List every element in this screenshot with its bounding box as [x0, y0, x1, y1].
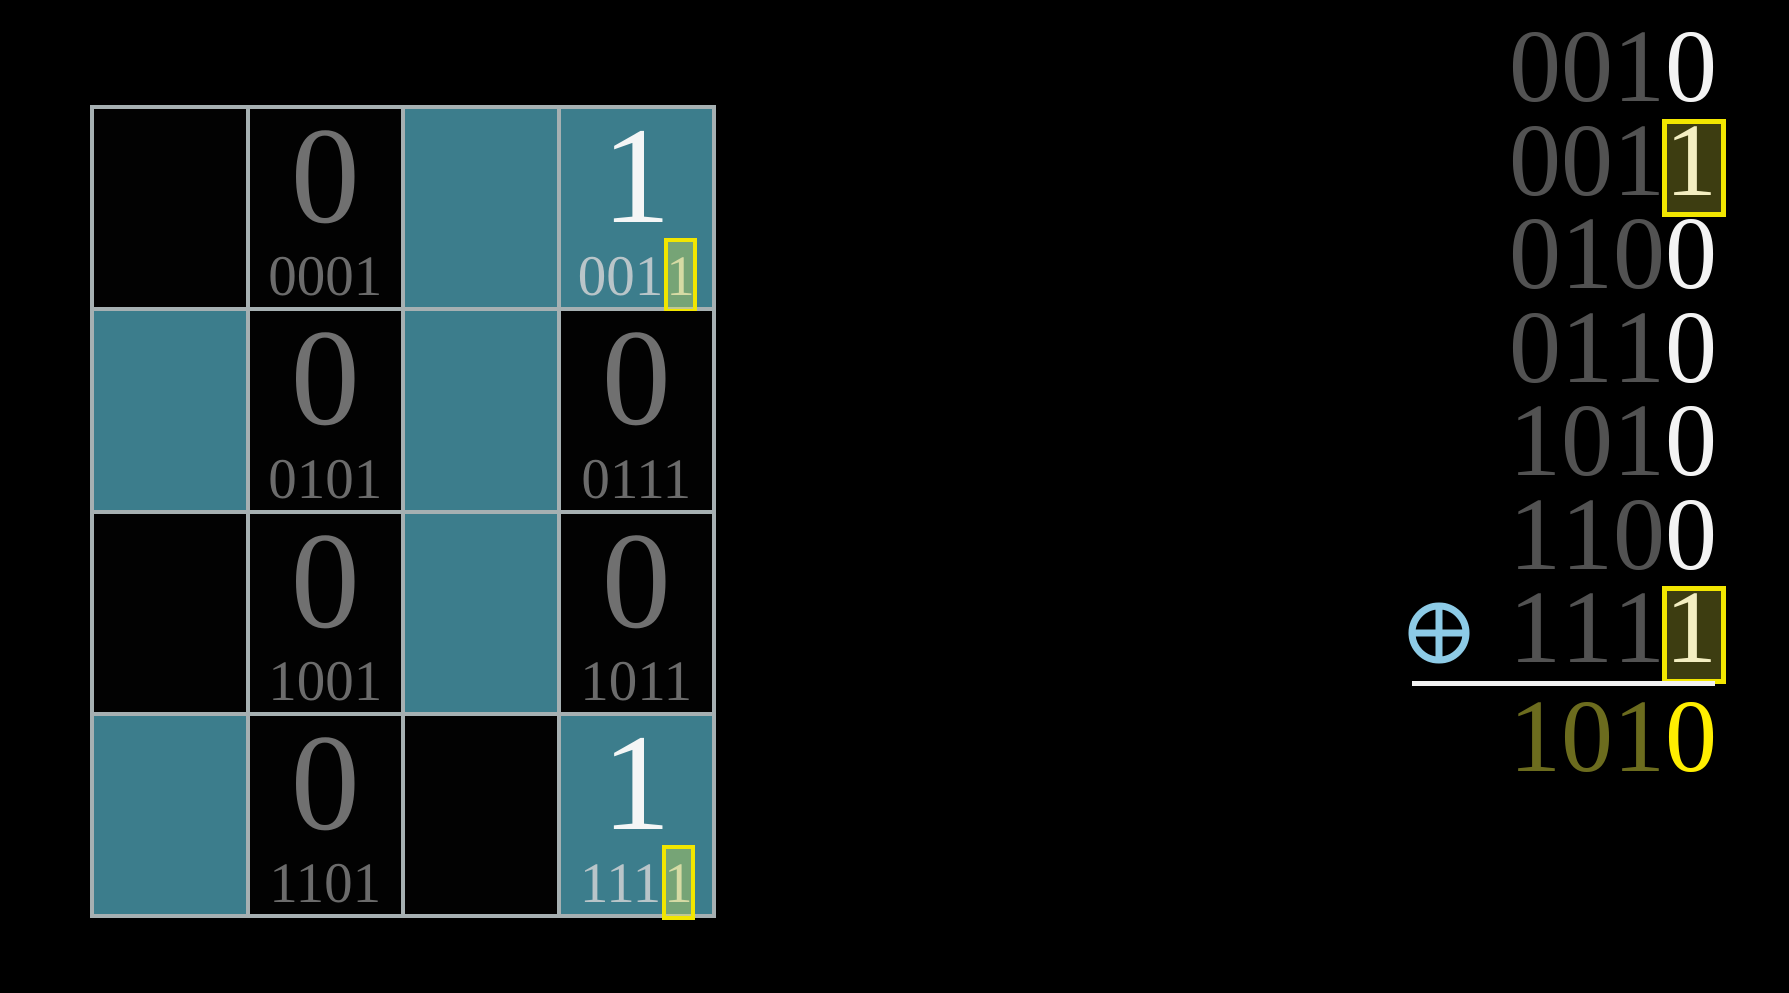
grid-cell-1000 [94, 513, 246, 712]
grid-cell-1111: 1 1111 [560, 705, 712, 915]
cell-position-label: 1001 [268, 649, 383, 713]
xor-digit: 0 [1509, 9, 1561, 124]
xor-operator-icon [1406, 600, 1472, 666]
xor-last-digit: 0 [1665, 290, 1717, 405]
grid-cell-0000 [94, 109, 246, 308]
parity-grid: 0 0001 1 0011 0 0101 0 0111 [90, 105, 716, 918]
cell-position-label: 1011 [580, 649, 693, 713]
grid-cell-0011: 1 0011 [560, 99, 712, 309]
xor-operand-row: 0 1 1 0 [1509, 296, 1717, 400]
xor-digit: 1 [1613, 9, 1665, 124]
highlighted-last-bit: 1 [664, 852, 693, 915]
xor-digit: 1 [1509, 383, 1561, 498]
xor-last-digit-boxed: 1 [1662, 103, 1726, 218]
xor-digit: 1 [1613, 570, 1665, 685]
grid-cell-0100 [94, 311, 246, 510]
cell-bit: 1 [601, 705, 671, 859]
xor-digit: 1 [1509, 570, 1561, 685]
xor-digit: 0 [1613, 477, 1665, 592]
cell-bit: 0 [290, 99, 360, 252]
grid-cell-0001: 0 0001 [249, 99, 401, 309]
xor-digit: 0 [1561, 383, 1613, 498]
grid-cell-0010 [405, 109, 557, 308]
xor-last-digit: 0 [1665, 196, 1717, 311]
grid-cell-0111: 0 0111 [560, 301, 712, 511]
xor-last-digit: 0 [1665, 477, 1717, 592]
grid-cell-1100 [94, 715, 246, 914]
grid-cell-0101: 0 0101 [249, 301, 401, 511]
cell-bit: 0 [601, 301, 671, 455]
xor-operand-row: 1 0 1 0 [1509, 389, 1717, 493]
cell-bit: 0 [601, 503, 671, 657]
xor-last-digit: 0 [1665, 383, 1717, 498]
xor-operand-row: 0 0 1 0 [1509, 15, 1717, 119]
result-digit: 1 [1613, 679, 1665, 794]
xor-digit: 1 [1561, 290, 1613, 405]
cell-position-label: 1101 [269, 852, 382, 915]
cell-position-label: 1111 [579, 852, 693, 915]
xor-operand-row: 0 0 1 1 [1509, 103, 1726, 218]
grid-cell-1011: 0 1011 [560, 503, 712, 713]
xor-digit: 0 [1509, 196, 1561, 311]
xor-digit: 0 [1561, 9, 1613, 124]
cell-position-label: 0111 [581, 447, 692, 511]
xor-digit: 1 [1561, 570, 1613, 685]
result-last-digit: 0 [1665, 679, 1717, 794]
xor-digit: 1 [1613, 383, 1665, 498]
cell-bit: 0 [290, 705, 360, 859]
xor-digit: 1 [1613, 103, 1665, 218]
cell-position-label: 0001 [268, 245, 383, 309]
xor-digit: 0 [1509, 103, 1561, 218]
grid-cell-1001: 0 1001 [249, 503, 401, 713]
grid-cell-0110 [405, 311, 557, 510]
xor-digit: 1 [1509, 477, 1561, 592]
cell-position-label: 0011 [577, 245, 695, 309]
cell-bit: 0 [290, 503, 360, 657]
result-digit: 1 [1509, 679, 1561, 794]
grid-cell-1010 [405, 513, 557, 712]
highlighted-last-bit: 1 [666, 245, 695, 309]
xor-last-digit: 0 [1665, 9, 1717, 124]
xor-digit: 1 [1561, 477, 1613, 592]
sum-line [1412, 681, 1715, 686]
xor-digit: 1 [1613, 290, 1665, 405]
cell-bit: 1 [601, 99, 671, 252]
xor-operand-row: 0 1 0 0 [1509, 202, 1717, 306]
cell-bit: 0 [290, 301, 360, 455]
cell-position-label: 0101 [268, 447, 383, 511]
xor-digit: 0 [1561, 103, 1613, 218]
xor-digit: 1 [1561, 196, 1613, 311]
grid-cell-1110 [405, 715, 557, 914]
xor-result-row: 1 0 1 0 [1509, 685, 1717, 789]
result-digit: 0 [1561, 679, 1613, 794]
xor-digit: 0 [1613, 196, 1665, 311]
xor-operand-row: 1 1 0 0 [1509, 483, 1717, 587]
grid-cell-1101: 0 1101 [249, 705, 401, 915]
xor-last-digit-boxed: 1 [1662, 570, 1726, 685]
xor-digit: 0 [1509, 290, 1561, 405]
xor-operand-row: 1 1 1 1 [1509, 570, 1726, 685]
